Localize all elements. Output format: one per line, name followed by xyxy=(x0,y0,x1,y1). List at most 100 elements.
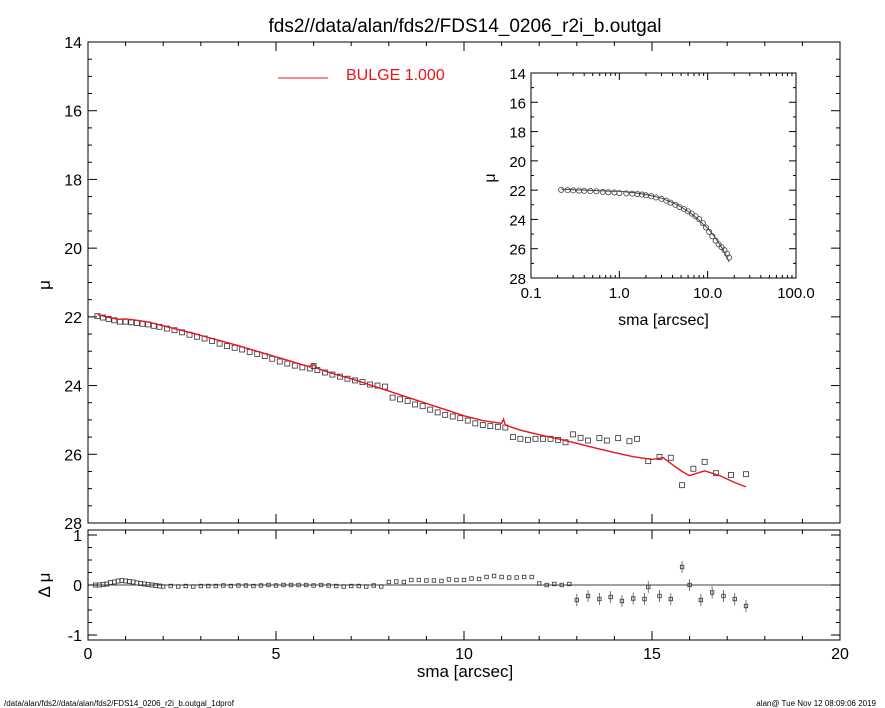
residual-point xyxy=(176,584,181,589)
data-point xyxy=(464,417,471,424)
residual-point xyxy=(499,574,504,580)
inset-data-point xyxy=(570,187,577,194)
residual-point xyxy=(266,582,271,588)
data-point xyxy=(100,314,106,321)
residual-point xyxy=(608,594,613,600)
inset-plot-frame xyxy=(530,72,797,279)
residual-point xyxy=(721,593,726,599)
residual-point xyxy=(631,596,636,601)
residual-point xyxy=(574,597,579,603)
residual-point xyxy=(318,582,324,588)
residual-point xyxy=(416,577,422,583)
data-point xyxy=(479,422,486,428)
data-point xyxy=(667,454,674,461)
residual-point xyxy=(183,583,188,589)
data-point xyxy=(404,398,411,404)
data-point xyxy=(284,360,291,367)
residual-point xyxy=(191,584,196,589)
residual-point xyxy=(439,578,444,584)
data-point xyxy=(517,435,524,442)
data-point xyxy=(434,409,441,416)
residual-point xyxy=(491,573,497,579)
data-point xyxy=(449,413,456,420)
data-point xyxy=(603,437,610,444)
data-point xyxy=(679,482,685,489)
footer-left: /data/alan/fds2//data/alan/fds2/FDS14_02… xyxy=(4,699,235,708)
inset-x-axis-label: sma [arcsec] xyxy=(618,312,709,329)
residual-point xyxy=(537,581,542,586)
data-point xyxy=(412,401,419,408)
residual-point xyxy=(668,596,673,602)
chart-title: fds2//data/alan/fds2/FDS14_0206_r2i_b.ou… xyxy=(269,16,662,37)
residual-point xyxy=(379,584,384,589)
data-point xyxy=(487,423,494,430)
data-point xyxy=(743,471,749,478)
residual-point xyxy=(251,583,256,589)
residual-point xyxy=(710,590,715,595)
residual-point xyxy=(687,582,692,588)
residual-point xyxy=(394,579,399,584)
inset-data-point xyxy=(699,220,706,227)
x-tick-label: 100.0 xyxy=(777,285,815,302)
residual-point xyxy=(221,583,226,588)
data-point xyxy=(276,358,283,365)
residual-y-axis-label: Δ μ xyxy=(35,573,54,598)
x-tick-label: 10.0 xyxy=(693,285,722,302)
y-tick-label: 18 xyxy=(64,172,82,189)
residual-point xyxy=(273,583,279,588)
y-tick-label: 22 xyxy=(509,183,526,200)
residual-point xyxy=(228,583,234,589)
inset-data-point xyxy=(696,216,703,223)
residual-point xyxy=(514,575,519,580)
inset-data-point xyxy=(605,189,612,196)
data-point xyxy=(540,435,546,442)
bulge-model-line xyxy=(97,313,747,488)
x-tick-label: 20 xyxy=(831,646,849,663)
data-point xyxy=(382,383,388,390)
y-tick-label: -1 xyxy=(68,628,82,645)
x-tick-label: 10 xyxy=(455,646,473,663)
residual-point xyxy=(401,579,406,585)
inset-data-point xyxy=(616,190,623,197)
footer-right: alan@ Tue Nov 12 08:09:06 2019 xyxy=(756,699,876,708)
data-point xyxy=(419,403,426,410)
y-tick-label: 16 xyxy=(509,95,526,112)
residual-point xyxy=(206,583,211,589)
data-point xyxy=(690,465,697,472)
data-point xyxy=(224,343,231,349)
residual-point xyxy=(642,596,647,602)
data-point xyxy=(389,394,396,401)
data-point xyxy=(728,471,734,478)
data-point xyxy=(626,438,633,445)
residual-point xyxy=(161,584,166,589)
x-tick-label: 1.0 xyxy=(609,285,630,302)
y-tick-label: 26 xyxy=(509,242,526,259)
data-point xyxy=(427,406,434,413)
data-point xyxy=(128,319,135,326)
data-point xyxy=(291,362,298,369)
y-tick-label: 14 xyxy=(509,66,526,83)
y-tick-label: 22 xyxy=(64,310,82,327)
residual-point xyxy=(424,578,429,583)
residual-point xyxy=(409,577,414,583)
data-point xyxy=(171,327,178,334)
residual-point xyxy=(213,583,218,589)
inset-data-point xyxy=(587,188,594,195)
data-point xyxy=(532,435,539,442)
data-point xyxy=(216,340,223,347)
data-point xyxy=(133,320,140,326)
residual-point xyxy=(454,577,459,583)
inset-data-point xyxy=(724,250,731,257)
y-tick-label: 14 xyxy=(64,35,82,52)
data-point xyxy=(105,316,112,322)
y-tick-label: 28 xyxy=(64,516,82,533)
residual-point xyxy=(506,575,512,580)
data-point xyxy=(596,435,603,442)
residual-point xyxy=(446,577,452,582)
main-profile-panel: 14 16 18 20 22 24 26 28 μ xyxy=(35,35,841,533)
residual-point xyxy=(552,581,557,587)
data-point xyxy=(615,435,622,442)
residual-point xyxy=(597,596,602,602)
data-point xyxy=(494,423,501,430)
